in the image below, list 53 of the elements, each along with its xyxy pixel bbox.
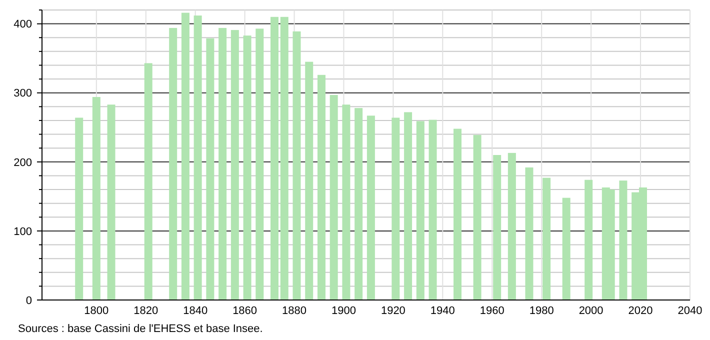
bar bbox=[270, 16, 278, 300]
x-tick-label: 1820 bbox=[134, 305, 158, 317]
bar bbox=[428, 120, 437, 300]
bar bbox=[416, 121, 424, 300]
bar bbox=[473, 134, 482, 300]
bar bbox=[194, 16, 202, 300]
bar bbox=[107, 104, 116, 300]
y-tick-label: 0 bbox=[26, 294, 32, 307]
bar bbox=[493, 155, 502, 300]
bar bbox=[218, 28, 227, 300]
x-tick-label: 1920 bbox=[380, 305, 406, 317]
bar bbox=[619, 180, 628, 300]
bar bbox=[243, 36, 252, 300]
x-tick-label: 1840 bbox=[183, 305, 208, 317]
bar bbox=[330, 94, 338, 300]
bar bbox=[354, 108, 363, 300]
x-tick-label: 1980 bbox=[529, 305, 554, 317]
x-tick-label: 1860 bbox=[232, 305, 258, 317]
bar bbox=[562, 198, 570, 300]
bar bbox=[317, 74, 326, 300]
bar bbox=[230, 30, 239, 300]
y-tick-label: 400 bbox=[14, 18, 32, 31]
y-tick-label: 200 bbox=[14, 156, 32, 169]
bar bbox=[454, 128, 462, 300]
source-note: Sources : base Cassini de l'EHESS et base Insee. bbox=[18, 323, 263, 335]
bar bbox=[206, 38, 214, 300]
bar bbox=[525, 167, 534, 300]
bar bbox=[392, 118, 400, 300]
y-tick-label: 300 bbox=[14, 88, 32, 100]
bar bbox=[181, 12, 190, 300]
x-tick-label: 2000 bbox=[578, 305, 604, 317]
x-tick-label: 1800 bbox=[84, 305, 109, 317]
bar bbox=[508, 152, 516, 300]
x-tick-label: 1900 bbox=[332, 305, 356, 317]
bar bbox=[144, 63, 152, 300]
x-tick-label: 2040 bbox=[678, 305, 702, 317]
bar bbox=[92, 97, 100, 300]
bar bbox=[404, 112, 412, 300]
x-tick-label: 1960 bbox=[480, 305, 504, 317]
bar bbox=[366, 116, 375, 300]
bar bbox=[584, 180, 593, 300]
bar bbox=[305, 62, 314, 300]
x-tick-label: 2020 bbox=[628, 305, 653, 317]
bar bbox=[169, 28, 178, 300]
bar bbox=[542, 178, 551, 300]
bar bbox=[280, 16, 288, 300]
bar bbox=[292, 31, 301, 300]
y-tick-label: 100 bbox=[14, 226, 32, 238]
bar bbox=[342, 104, 350, 300]
x-tick-label: 1880 bbox=[282, 305, 307, 317]
bar bbox=[256, 28, 264, 300]
bar bbox=[75, 118, 84, 300]
x-tick-label: 1940 bbox=[430, 305, 455, 317]
